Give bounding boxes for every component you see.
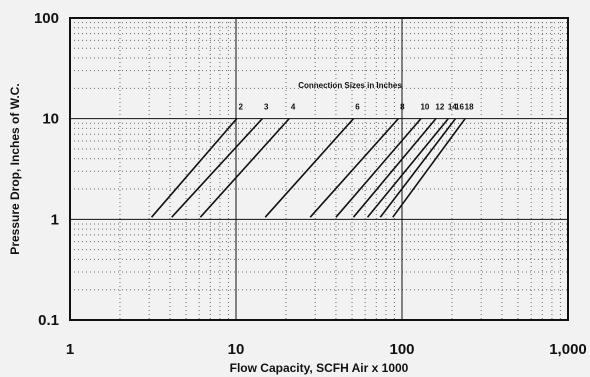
series-label-4: 4 — [291, 103, 296, 112]
x-axis-label: Flow Capacity, SCFH Air x 1000 — [230, 361, 409, 375]
series-line-3 — [171, 118, 263, 218]
series-label-3: 3 — [264, 103, 269, 112]
series-label-10: 10 — [420, 103, 429, 112]
series-lines — [150, 118, 466, 218]
series-label-6: 6 — [355, 103, 360, 112]
y-tick-label: 10 — [42, 111, 59, 128]
series-line-16 — [379, 118, 457, 218]
series-line-8 — [309, 118, 399, 218]
series-label-12: 12 — [435, 103, 444, 112]
x-tick-labels: 1 10 100 1,000 — [66, 341, 587, 358]
series-line-6 — [264, 118, 355, 218]
y-tick-labels: 100 10 1 0.1 — [34, 10, 59, 329]
y-tick-label: 0.1 — [38, 312, 59, 329]
plot-area — [70, 18, 568, 320]
series-label-14: 14 — [448, 103, 457, 112]
y-axis-label: Pressure Drop, Inches of W.C. — [8, 83, 22, 254]
x-tick-label: 1 — [66, 341, 74, 358]
series-line-18 — [392, 118, 466, 218]
x-tick-label: 100 — [389, 341, 414, 358]
annotation-connection-sizes: Connection Sizes in Inches — [298, 81, 402, 90]
series-line-2 — [150, 118, 238, 218]
x-tick-label: 1,000 — [549, 341, 587, 358]
y-tick-label: 100 — [34, 10, 59, 27]
plot-frame — [69, 17, 569, 321]
series-label-8: 8 — [400, 103, 405, 112]
series-label-2: 2 — [238, 103, 243, 112]
series-line-10 — [335, 118, 422, 218]
x-tick-label: 10 — [228, 341, 245, 358]
series-line-12 — [352, 118, 437, 218]
series-label-18: 18 — [465, 103, 474, 112]
series-line-14 — [366, 118, 449, 218]
series-line-4 — [199, 118, 290, 218]
y-tick-label: 1 — [51, 211, 59, 228]
series-label-16: 16 — [455, 103, 464, 112]
grid — [70, 18, 568, 320]
